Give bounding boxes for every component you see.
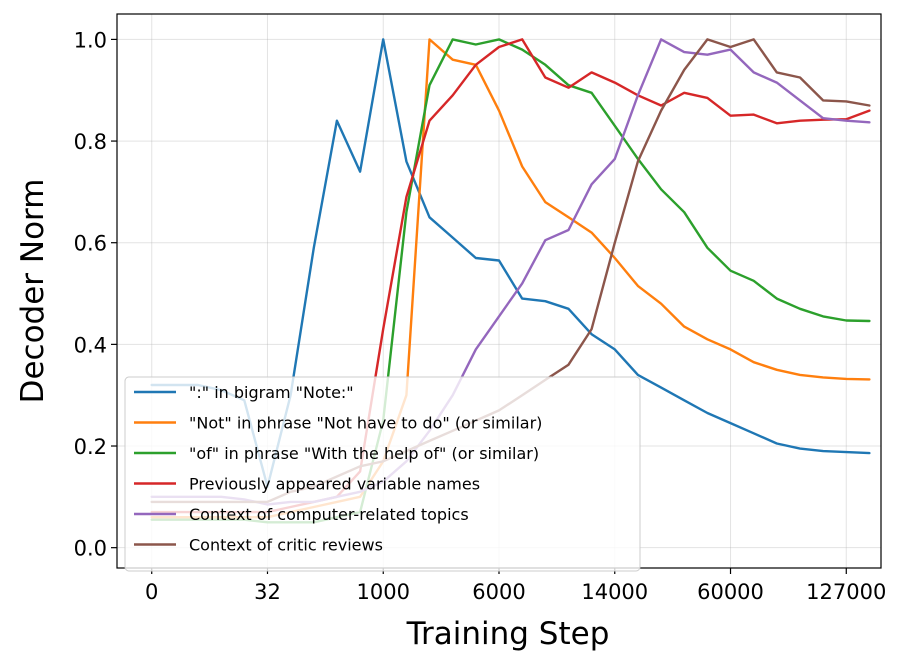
x-tick-label: 0: [145, 580, 158, 604]
x-tick-label: 14000: [581, 580, 648, 604]
y-tick-label: 0.8: [74, 130, 107, 154]
legend-label: Context of computer-related topics: [189, 505, 469, 524]
x-tick-label: 32: [254, 580, 281, 604]
x-tick-label: 6000: [472, 580, 525, 604]
y-tick-label: 0.0: [74, 537, 107, 561]
y-tick-label: 0.2: [74, 435, 107, 459]
x-tick-label: 127000: [806, 580, 886, 604]
x-tick-label: 60000: [697, 580, 764, 604]
x-axis-label: Training Step: [406, 616, 610, 652]
legend-label: Context of critic reviews: [189, 536, 383, 555]
y-tick-label: 0.4: [74, 333, 107, 357]
legend-label: "of" in phrase "With the help of" (or si…: [189, 444, 539, 463]
legend: ":" in bigram "Note:" "Not" in phrase "No…: [124, 376, 641, 572]
x-tick-label: 1000: [357, 580, 410, 604]
legend-label: Previously appeared variable names: [189, 475, 480, 494]
legend-label: ":" in bigram "Note:": [189, 383, 354, 402]
ticks: 0 32 1000 6000 14000 60000 127000 0.0 0.2 0.4 0.6 0…: [74, 28, 887, 604]
y-tick-label: 1.0: [74, 28, 107, 52]
legend-label: "Not" in phrase "Not have to do" (or sim…: [189, 414, 542, 433]
legend-box: [124, 376, 641, 572]
y-axis-label: Decoder Norm: [15, 179, 51, 404]
y-tick-label: 0.6: [74, 232, 107, 256]
